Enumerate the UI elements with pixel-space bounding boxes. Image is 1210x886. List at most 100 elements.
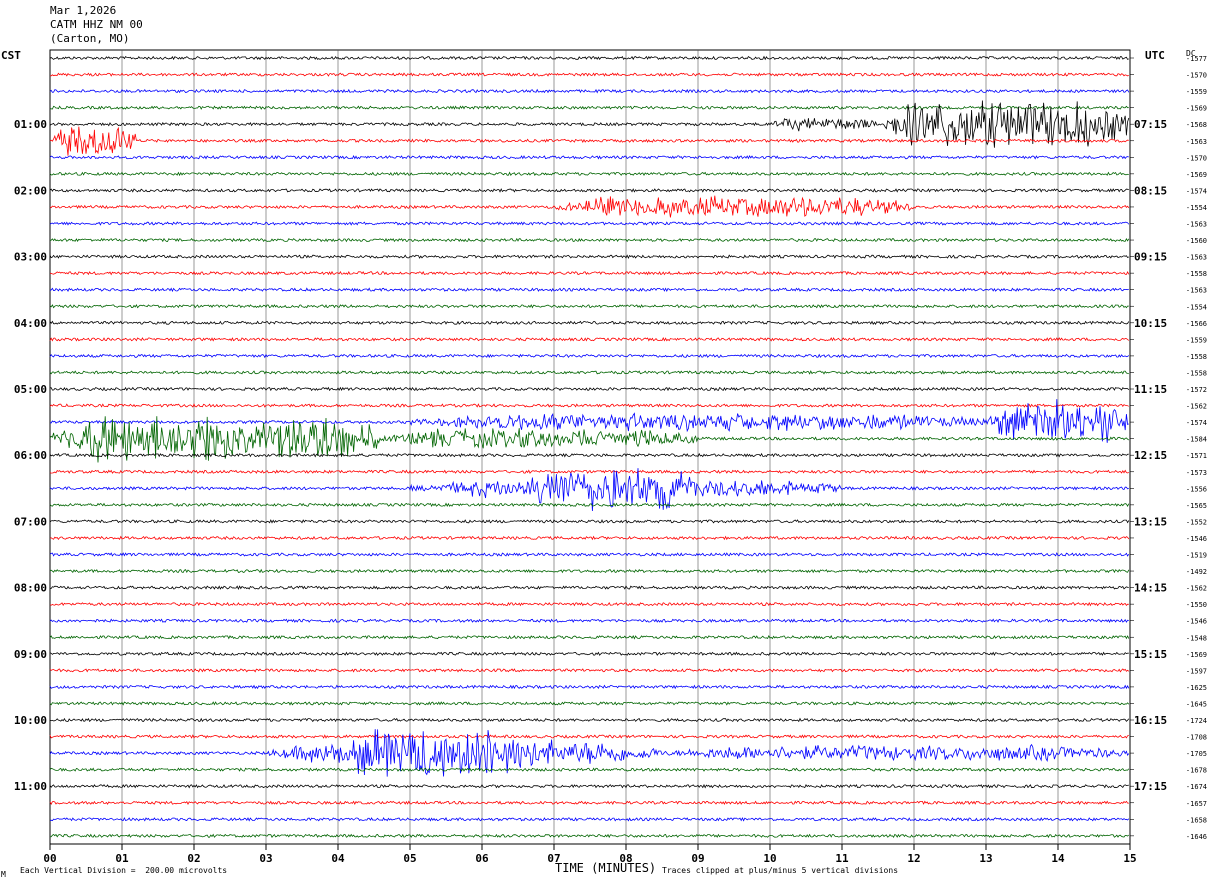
right-hour-label: 13:15: [1134, 515, 1167, 528]
seismic-trace: [49, 254, 1129, 259]
seismic-trace: [49, 833, 1130, 839]
station-label: CATM HHZ NM 00: [50, 18, 143, 31]
seismic-trace: [49, 126, 1129, 156]
left-hour-label: 11:00: [14, 780, 47, 793]
seismic-trace: [49, 195, 1130, 218]
right-hour-label: 12:15: [1134, 449, 1167, 462]
dc-offset-label: -1546: [1186, 618, 1207, 626]
right-hour-label: 07:15: [1134, 118, 1167, 131]
seismic-trace: [49, 403, 1129, 408]
right-hour-label: 14:15: [1134, 582, 1167, 595]
dc-offset-label: -1657: [1186, 800, 1207, 808]
dc-offset-label: -1566: [1186, 320, 1207, 328]
seismic-trace: [49, 729, 1130, 777]
seismic-trace: [49, 668, 1130, 673]
x-tick-label: 00: [43, 852, 56, 865]
left-hour-label: 07:00: [14, 515, 47, 528]
dc-offset-label: -1724: [1186, 717, 1207, 725]
right-timezone-label: UTC: [1145, 49, 1165, 62]
x-tick-label: 01: [115, 852, 129, 865]
left-hour-label: 03:00: [14, 251, 47, 264]
left-hour-label: 10:00: [14, 714, 47, 727]
dc-offset-label: -1563: [1186, 287, 1207, 295]
seismic-trace: [49, 155, 1129, 160]
x-tick-label: 14: [1051, 852, 1065, 865]
dc-offset-label: -1584: [1186, 436, 1207, 444]
dc-offset-label: -1674: [1186, 783, 1207, 791]
seismic-trace: [49, 105, 1129, 110]
dc-offset-label: -1570: [1186, 154, 1207, 162]
right-hour-label: 11:15: [1134, 383, 1167, 396]
seismic-trace: [49, 452, 1129, 458]
seismic-trace: [49, 386, 1130, 392]
seismic-trace: [49, 552, 1130, 557]
seismic-trace: [49, 370, 1129, 375]
seismic-trace: [49, 320, 1130, 326]
dc-offset-label: -1658: [1186, 816, 1207, 824]
right-hour-label: 08:15: [1134, 184, 1167, 197]
dc-offset-label: -1558: [1186, 353, 1207, 361]
plot-frame: [49, 49, 1131, 845]
seismic-trace: [49, 618, 1129, 623]
seismic-trace: [49, 399, 1130, 443]
seismic-trace: [49, 469, 1129, 475]
seismic-trace: [49, 783, 1129, 789]
dc-offset-label: -1645: [1186, 700, 1207, 708]
dc-offset-label: -1563: [1186, 254, 1207, 262]
seismic-trace: [49, 353, 1130, 359]
dc-offset-label: -1574: [1186, 187, 1207, 195]
dc-offset-label: -1552: [1186, 518, 1207, 526]
seismic-trace: [49, 287, 1129, 293]
dc-offset-label: -1562: [1186, 585, 1207, 593]
seismic-trace: [49, 88, 1130, 94]
dc-offset-label: -1568: [1186, 121, 1207, 129]
dc-offset-label: -1565: [1186, 502, 1207, 510]
right-hour-label: 16:15: [1134, 714, 1167, 727]
left-hour-label: 04:00: [14, 317, 47, 330]
seismic-trace: [49, 416, 1130, 463]
left-hour-label: 05:00: [14, 383, 47, 396]
dc-offset-label: -1556: [1186, 485, 1207, 493]
x-tick-label: 13: [979, 852, 992, 865]
seismic-trace: [49, 734, 1129, 739]
seismic-trace: [49, 171, 1129, 177]
dc-offset-label: -1563: [1186, 138, 1207, 146]
seismic-trace: [49, 468, 1130, 512]
seismic-trace: [49, 684, 1130, 690]
dc-offset-label: -1558: [1186, 369, 1207, 377]
dc-offset-label: -1678: [1186, 767, 1207, 775]
dc-offset-label: -1560: [1186, 237, 1207, 245]
seismic-trace: [49, 304, 1129, 309]
seismic-trace: [49, 535, 1130, 541]
right-hour-label: 15:15: [1134, 648, 1167, 661]
right-hour-label: 09:15: [1134, 251, 1167, 264]
seismic-trace: [49, 717, 1130, 723]
seismic-trace: [49, 701, 1130, 706]
dc-offset-label: -1597: [1186, 667, 1207, 675]
dc-offset-label: -1569: [1186, 171, 1207, 179]
seismic-trace: [49, 800, 1129, 806]
seismic-trace: [49, 651, 1129, 657]
x-tick-label: 12: [907, 852, 920, 865]
x-tick-label: 09: [691, 852, 704, 865]
x-tick-label: 10: [763, 852, 776, 865]
seismic-trace: [49, 568, 1130, 574]
seismic-trace: [49, 221, 1130, 226]
dc-offset-label: -1646: [1186, 833, 1207, 841]
x-tick-label: 06: [475, 852, 489, 865]
corner-mark: M: [1, 870, 6, 879]
dc-offset-label: -1559: [1186, 88, 1207, 96]
dc-offset-label: -1559: [1186, 336, 1207, 344]
x-tick-label: 15: [1123, 852, 1136, 865]
date-label: Mar 1,2026: [50, 4, 117, 17]
seismic-trace: [49, 767, 1130, 772]
seismic-trace: [49, 55, 1129, 61]
x-tick-label: 08: [619, 852, 632, 865]
seismic-trace: [49, 634, 1130, 640]
seismic-trace: [49, 817, 1130, 822]
dc-offset-label: -1573: [1186, 469, 1207, 477]
left-timezone-label: CST: [1, 49, 21, 62]
x-tick-label: 05: [403, 852, 416, 865]
x-tick-label: 11: [835, 852, 849, 865]
